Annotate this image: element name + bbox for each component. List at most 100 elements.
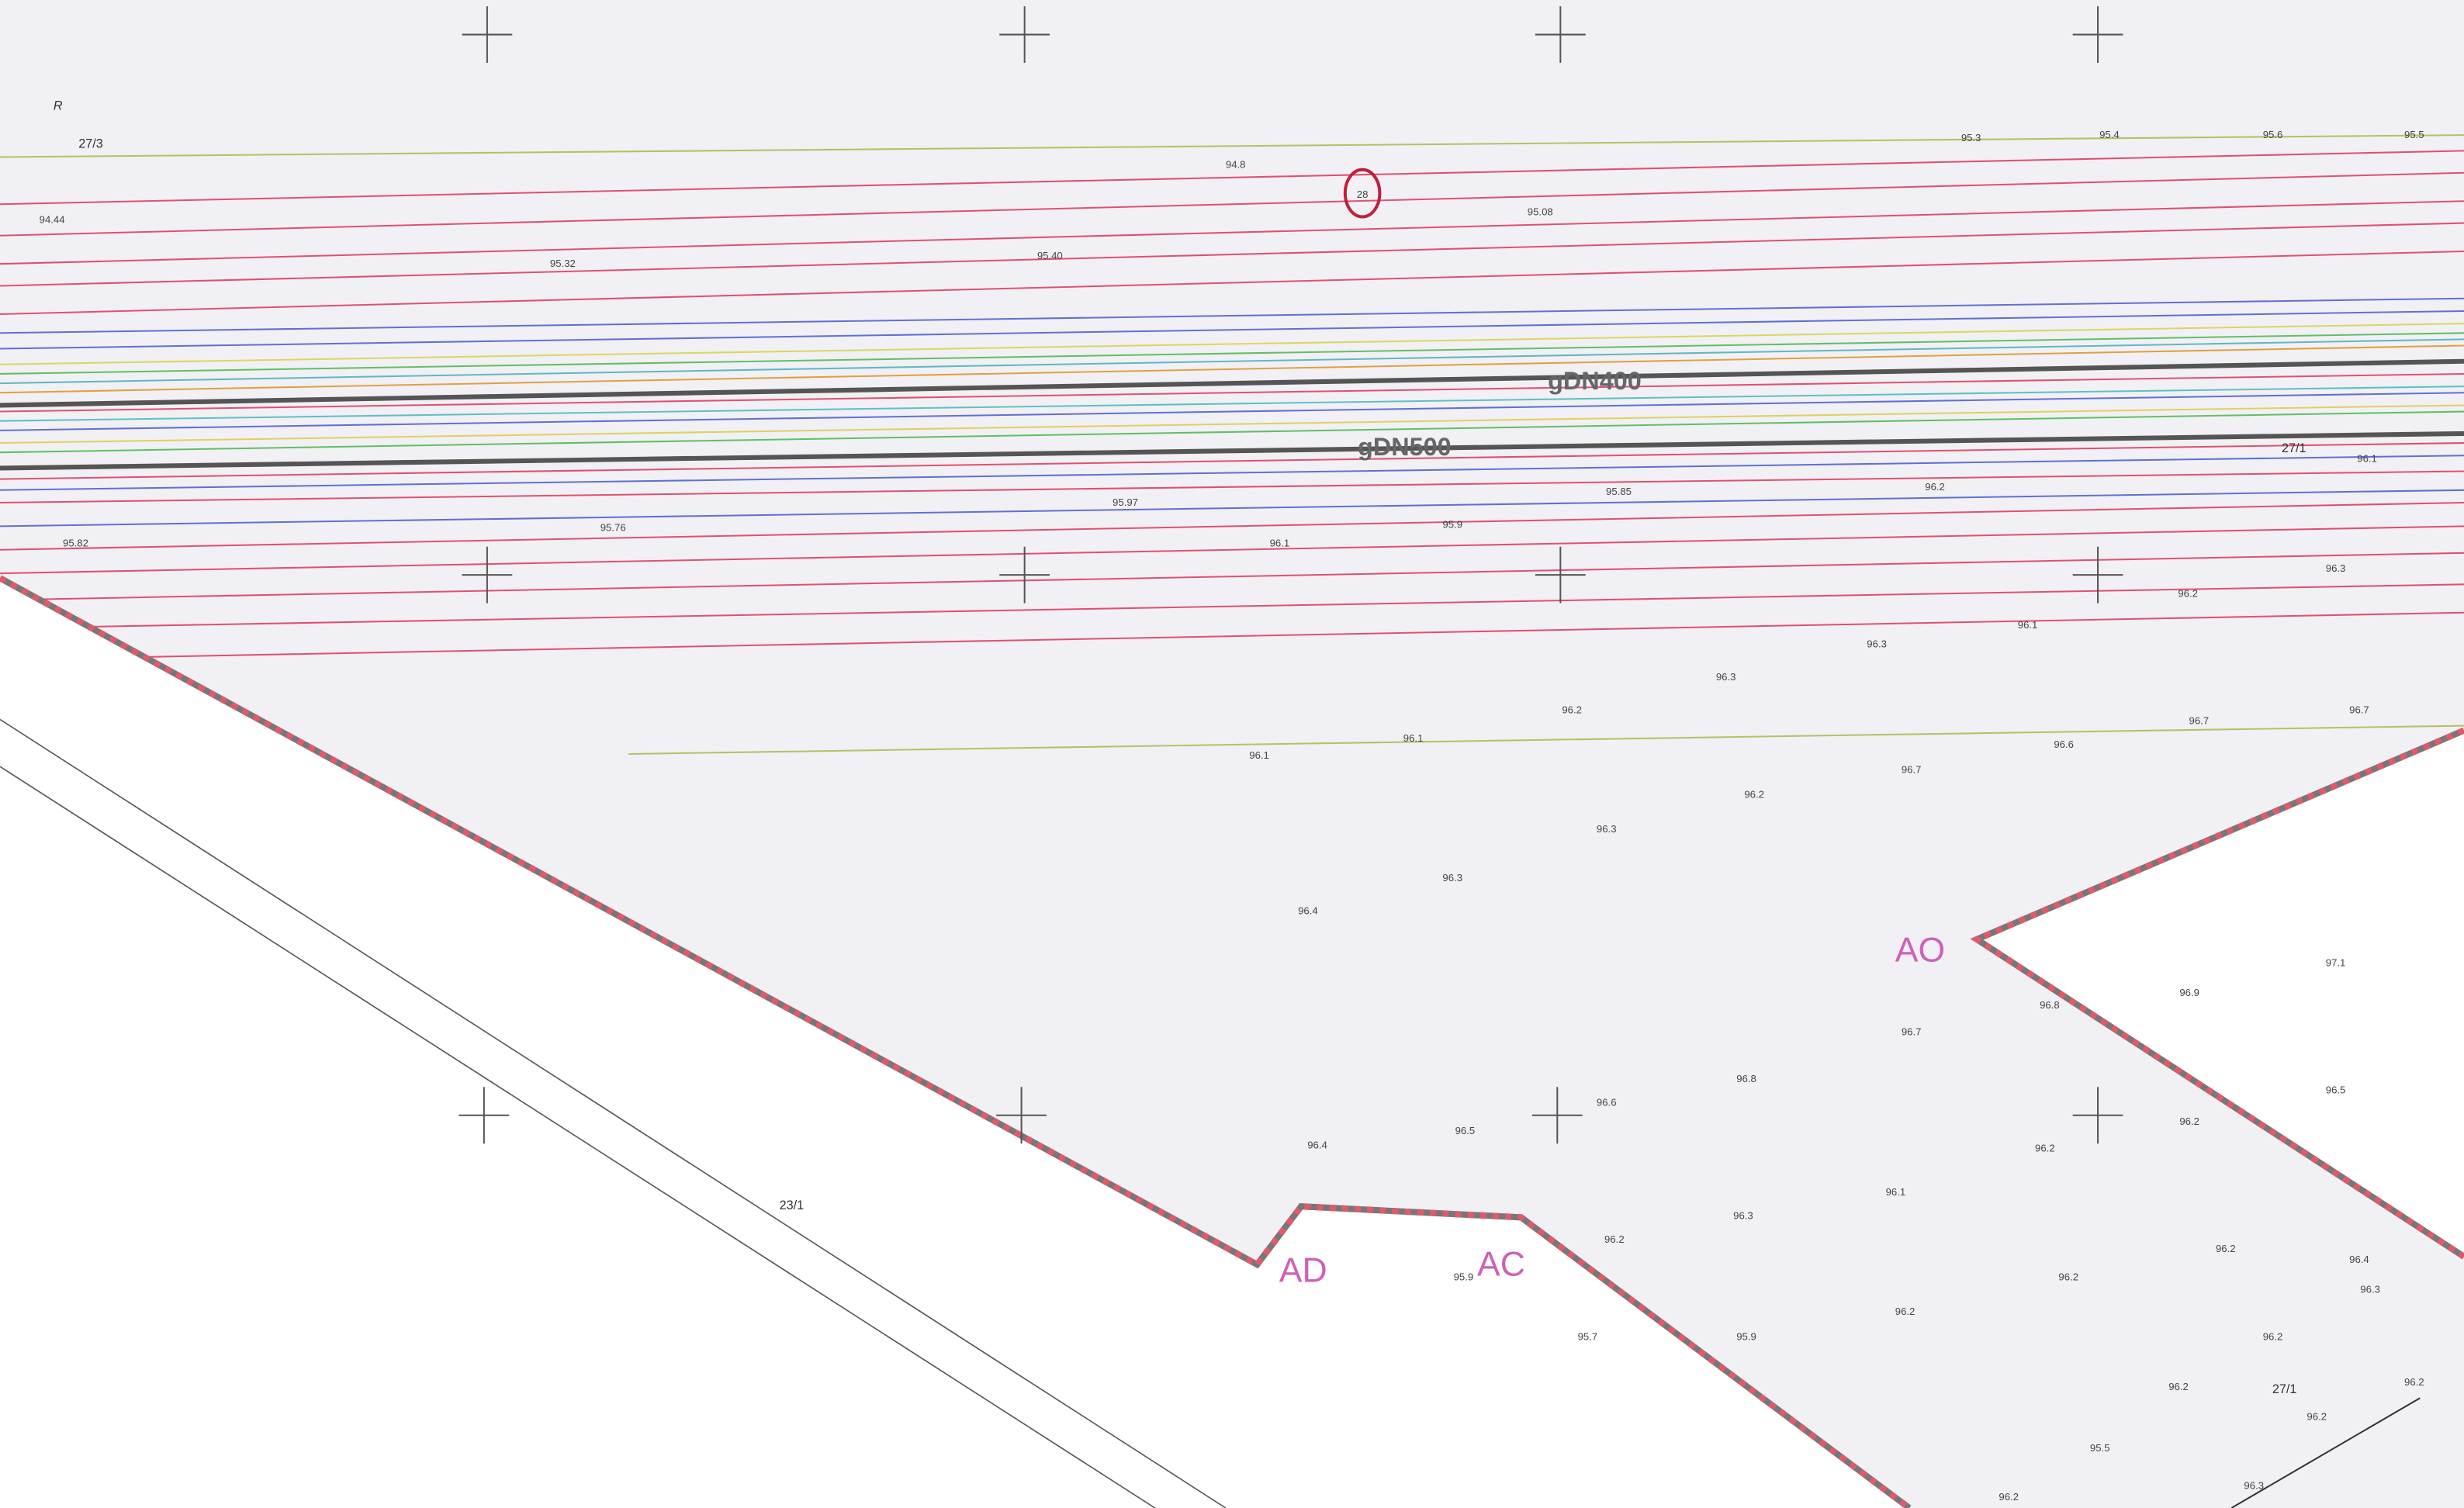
road-edge: [0, 718, 1227, 1508]
elevation-label: 95.5: [2404, 129, 2424, 140]
utility-line: [0, 250, 2464, 316]
elevation-label: 96.2: [1744, 789, 1764, 801]
elevation-label: 96.6: [2054, 738, 2074, 750]
elevation-label: 96.7: [2349, 704, 2369, 715]
elevation-label: 96.8: [2040, 999, 2060, 1011]
utility-line: [0, 442, 2464, 480]
elevation-label: 96.4: [1307, 1139, 1327, 1150]
parcel-label: 27/3: [78, 137, 103, 150]
elevations: 94.44 95.32 95.40 95.08 94.8 95.3 95.4 95.6 95.5…: [40, 129, 2424, 1503]
elevation-label: 96.1: [1270, 538, 1290, 549]
elevation-label: 96.4: [2349, 1254, 2369, 1265]
utility-line: [0, 501, 2464, 551]
elevation-label: 96.3: [2326, 562, 2346, 574]
elevation-label: 96.2: [2216, 1243, 2236, 1254]
boundary: [0, 575, 1912, 1508]
elevation-label: 96.3: [1867, 638, 1887, 649]
point-label: AC: [1477, 1245, 1525, 1283]
elevation-label: 96.7: [1902, 763, 1922, 775]
elevation-label: 95.4: [2099, 129, 2120, 140]
parcel-label: 23/1: [780, 1198, 805, 1212]
utility-line: [0, 150, 2464, 206]
utility-line: [0, 171, 2464, 237]
elevation-label: 95.32: [550, 258, 576, 269]
utility-line: [0, 134, 2464, 158]
pipe-label: gDN500: [1358, 433, 1452, 461]
utility-line: [0, 323, 2464, 365]
elevation-label: 96.2: [2035, 1142, 2055, 1153]
utility-line: [0, 222, 2464, 287]
utility-line: [0, 392, 2464, 431]
elevation-label: 96.7: [2189, 715, 2210, 727]
boundary: [1970, 727, 2464, 1260]
utility-line: [0, 489, 2464, 527]
elevation-label: 96.1: [1403, 732, 1424, 744]
elevation-label: 96.1: [2357, 452, 2377, 464]
road-edge: [0, 766, 1156, 1508]
elevation-label: 96.2: [1562, 704, 1582, 715]
utility-line: [0, 200, 2464, 265]
utility-line: [0, 525, 2464, 575]
elevation-label: 96.1: [1886, 1186, 1906, 1198]
elevation-label: 96.2: [2307, 1411, 2327, 1423]
elevation-label: 95.85: [1606, 486, 1632, 497]
elevation-label: 94.44: [40, 214, 65, 226]
sheet-mark: R: [54, 99, 63, 113]
elevation-label: 96.3: [1442, 872, 1462, 884]
elevation-label: 96.2: [1999, 1491, 2019, 1503]
elevation-label: 96.1: [2018, 619, 2038, 631]
elevation-label: 95.7: [1578, 1330, 1598, 1342]
elevation-label: 96.4: [1298, 905, 1318, 917]
elevation-label: 96.2: [1604, 1233, 1625, 1245]
marker-label: 28: [1357, 188, 1369, 200]
elevation-label: 96.7: [1902, 1026, 1922, 1037]
utility-lines: [0, 134, 2464, 756]
elevation-label: 96.5: [2326, 1084, 2346, 1095]
point-label: AO: [1895, 931, 1945, 969]
elevation-label: 96.3: [2360, 1284, 2380, 1295]
elevation-label: 96.8: [1736, 1073, 1756, 1084]
elevation-label: 95.3: [1961, 132, 1981, 144]
elevation-label: 96.2: [2404, 1376, 2424, 1388]
pipe-label: gDN400: [1548, 367, 1642, 395]
elevation-label: 97.1: [2326, 956, 2346, 968]
elevation-label: 96.2: [1925, 481, 1945, 493]
utility-line: [0, 431, 2464, 471]
utility-line: [0, 455, 2464, 491]
utility-line: [0, 358, 2464, 408]
utility-line: [0, 372, 2464, 413]
elevation-label: 95.76: [600, 521, 626, 533]
utility-line: [0, 470, 2464, 504]
elevation-label: 95.6: [2263, 129, 2283, 140]
elevation-label: 95.08: [1528, 206, 1553, 217]
elevation-label: 95.9: [1454, 1271, 1474, 1282]
utility-line: [0, 611, 2464, 661]
elevation-label: 96.5: [1455, 1125, 1476, 1136]
utility-line: [0, 583, 2464, 630]
utility-line: [0, 332, 2464, 375]
utility-line: [0, 386, 2464, 422]
elevation-label: 96.3: [2244, 1480, 2264, 1492]
elevation-label: 96.3: [1733, 1209, 1753, 1221]
elevation-label: 96.9: [2179, 987, 2199, 998]
utility-line: [0, 310, 2464, 350]
parcel-label: 27/1: [2282, 441, 2307, 455]
elevation-label: 96.2: [2263, 1330, 2283, 1342]
elevation-label: 96.2: [2178, 588, 2198, 600]
elevation-label: 96.3: [1716, 671, 1736, 683]
elevation-label: 95.97: [1113, 496, 1138, 508]
elevation-label: 95.5: [2090, 1442, 2110, 1454]
point-label: AD: [1279, 1251, 1327, 1289]
elevation-label: 95.9: [1442, 518, 1462, 530]
elevation-label: 96.1: [1249, 749, 1269, 761]
elevation-label: 96.6: [1597, 1097, 1617, 1109]
utility-line: [0, 410, 2464, 454]
elevation-label: 95.40: [1037, 250, 1063, 261]
utility-line: [0, 552, 2464, 601]
elevation-label: 96.3: [1597, 823, 1617, 835]
excluded-area: [1977, 730, 2464, 1257]
marker-ring: [1343, 168, 1382, 219]
elevation-label: 94.8: [1226, 159, 1246, 171]
